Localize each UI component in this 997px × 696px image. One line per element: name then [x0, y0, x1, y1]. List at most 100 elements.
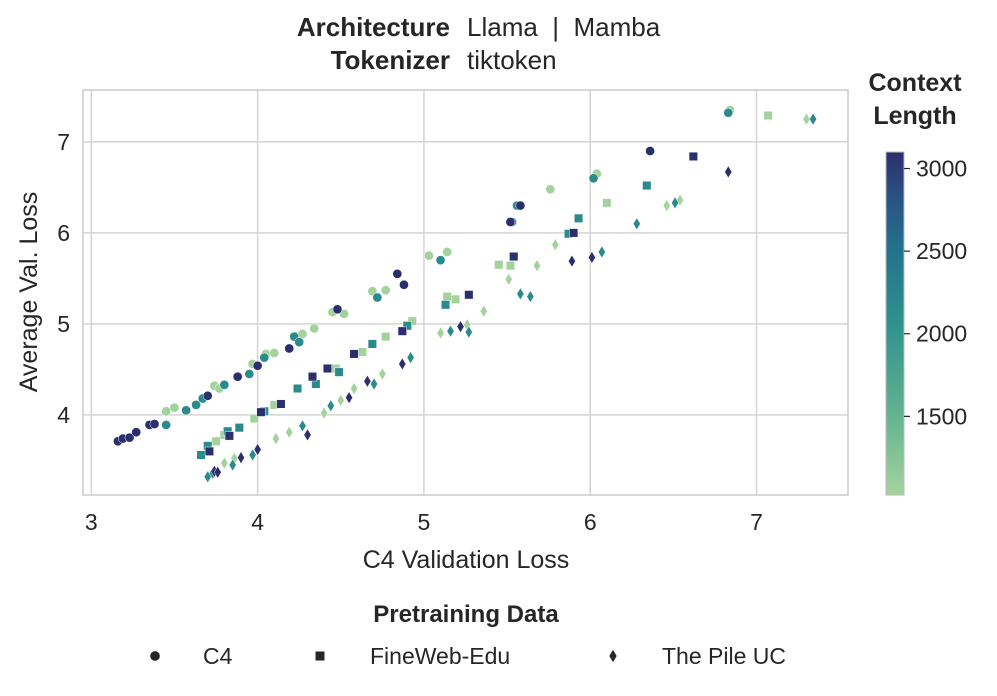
data-point-square — [276, 399, 286, 409]
data-point-diamond — [320, 406, 329, 420]
data-point-square — [307, 372, 318, 382]
data-point-circle — [372, 292, 383, 303]
legend-marker-circle — [149, 650, 161, 662]
data-point-circle — [435, 255, 446, 266]
data-point-diamond — [237, 451, 245, 465]
data-point-circle — [219, 380, 230, 390]
data-point-square — [249, 414, 259, 424]
y-tick-label: 7 — [57, 129, 70, 155]
data-point-diamond — [298, 419, 307, 433]
tokenizer-label: Tokenizer — [331, 45, 450, 75]
data-point-square — [292, 383, 303, 394]
data-point-diamond — [406, 351, 415, 365]
data-point-square — [642, 181, 652, 191]
x-tick-label: 5 — [418, 509, 431, 535]
data-point-diamond — [398, 357, 407, 371]
data-point-square — [367, 339, 377, 349]
data-point-circle — [161, 420, 172, 430]
legend-label: FineWeb-Edu — [370, 643, 510, 669]
data-point-circle — [723, 107, 734, 118]
data-point-square — [505, 261, 515, 271]
x-tick-label: 4 — [251, 509, 264, 535]
data-point-diamond — [213, 465, 222, 479]
data-point-square — [450, 294, 461, 304]
data-point-circle — [259, 352, 270, 363]
data-point-diamond — [345, 391, 353, 405]
data-point-diamond — [516, 287, 525, 301]
data-point-diamond — [336, 393, 345, 407]
colorbar-tick-label: 3000 — [916, 156, 967, 182]
data-point-circle — [269, 348, 280, 358]
data-point-circle — [252, 360, 263, 371]
data-point-diamond — [253, 443, 262, 456]
colorbar-tick-label: 2500 — [916, 238, 967, 264]
data-point-square — [349, 349, 359, 359]
data-point-square — [602, 198, 612, 208]
plot-frame — [82, 89, 849, 496]
data-point-diamond — [724, 165, 733, 179]
legend-title: Pretraining Data — [373, 601, 559, 628]
data-point-square — [322, 363, 333, 374]
data-point-circle — [424, 250, 434, 261]
y-axis-label: Average Val. Loss — [15, 192, 43, 393]
data-point-diamond — [504, 272, 513, 286]
data-point-diamond — [632, 217, 641, 231]
data-point-square — [407, 316, 417, 326]
colorbar-title-line2: Length — [873, 102, 956, 130]
data-point-diamond — [228, 458, 237, 472]
data-point-square — [574, 213, 584, 223]
x-tick-labels: 3 4 5 6 7 — [85, 509, 763, 535]
data-point-square — [256, 407, 266, 417]
data-point-circle — [442, 247, 453, 257]
data-point-circle — [202, 390, 213, 401]
data-point-diamond — [220, 456, 229, 470]
legend-label: The Pile UC — [662, 643, 786, 669]
x-tick-label: 6 — [584, 509, 597, 535]
colorbar-ticks: 1500 2000 2500 3000 — [904, 156, 967, 429]
y-tick-label: 4 — [57, 402, 70, 428]
x-tick-label: 3 — [85, 509, 98, 535]
legend-marker-square — [315, 651, 325, 661]
data-point-diamond — [662, 199, 671, 213]
data-point-diamond — [456, 320, 465, 334]
data-point-circle — [309, 323, 320, 334]
data-point-diamond — [363, 374, 372, 388]
data-point-circle — [399, 279, 409, 290]
data-point-circle — [515, 200, 526, 211]
data-point-circle — [380, 285, 391, 296]
data-point-circle — [284, 343, 295, 354]
data-point-square — [224, 431, 234, 441]
data-point-diamond — [436, 326, 445, 340]
data-point-diamond — [446, 324, 455, 338]
data-point-square — [494, 260, 504, 270]
x-tick-label: 7 — [750, 509, 763, 535]
data-point-circle — [339, 309, 349, 319]
colorbar-title-line1: Context — [868, 69, 962, 97]
data-point-diamond — [303, 428, 312, 442]
data-point-square — [334, 367, 344, 377]
data-point-circle — [191, 400, 201, 410]
data-point-diamond — [551, 238, 560, 252]
architecture-value: Llama | Mamba — [467, 12, 661, 42]
data-points — [113, 105, 817, 484]
colorbar-tick-label: 1500 — [916, 403, 967, 429]
data-point-diamond — [378, 367, 387, 381]
y-tick-label: 5 — [57, 311, 70, 337]
y-tick-label: 6 — [57, 220, 70, 246]
x-axis-label: C4 Validation Loss — [363, 546, 570, 574]
data-point-diamond — [464, 325, 473, 339]
data-point-circle — [244, 369, 255, 379]
data-point-diamond — [272, 432, 280, 446]
data-point-circle — [181, 405, 191, 416]
data-point-diamond — [350, 382, 358, 396]
data-point-diamond — [248, 448, 257, 462]
data-point-square — [196, 450, 206, 460]
tokenizer-value: tiktoken — [467, 45, 557, 75]
data-point-square — [234, 423, 244, 433]
data-point-circle — [588, 173, 599, 184]
data-point-diamond — [597, 245, 606, 259]
data-point-diamond — [533, 259, 541, 273]
data-point-square — [397, 326, 407, 336]
data-point-circle — [169, 402, 180, 413]
